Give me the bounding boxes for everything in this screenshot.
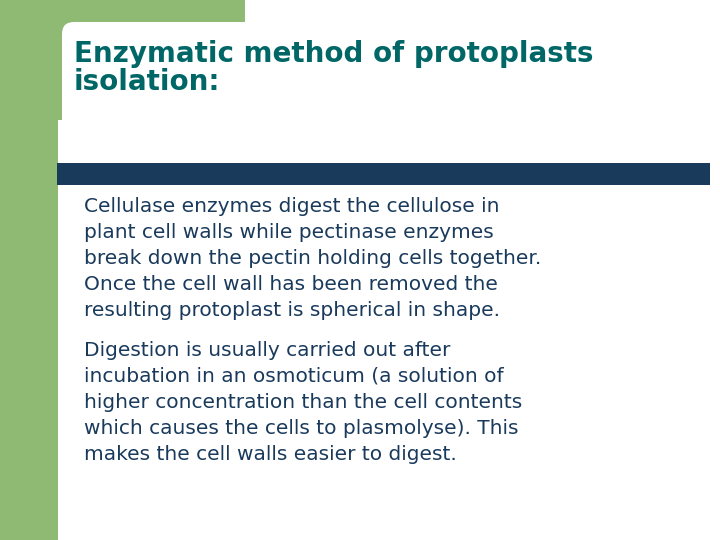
Text: makes the cell walls easier to digest.: makes the cell walls easier to digest. bbox=[84, 445, 456, 464]
FancyBboxPatch shape bbox=[62, 22, 710, 518]
Text: break down the pectin holding cells together.: break down the pectin holding cells toge… bbox=[84, 249, 541, 268]
Text: resulting protoplast is spherical in shape.: resulting protoplast is spherical in sha… bbox=[84, 301, 500, 320]
Text: Enzymatic method of protoplasts: Enzymatic method of protoplasts bbox=[74, 40, 593, 68]
Text: Digestion is usually carried out after: Digestion is usually carried out after bbox=[84, 341, 451, 360]
Bar bbox=[0, 0, 58, 540]
Text: isolation:: isolation: bbox=[74, 68, 220, 96]
Bar bbox=[58, 0, 245, 120]
Text: plant cell walls while pectinase enzymes: plant cell walls while pectinase enzymes bbox=[84, 223, 494, 242]
Text: Cellulase enzymes digest the cellulose in: Cellulase enzymes digest the cellulose i… bbox=[84, 197, 500, 216]
Bar bbox=[57, 163, 710, 185]
Text: incubation in an osmoticum (a solution of: incubation in an osmoticum (a solution o… bbox=[84, 367, 503, 386]
Text: which causes the cells to plasmolyse). This: which causes the cells to plasmolyse). T… bbox=[84, 419, 518, 438]
Text: higher concentration than the cell contents: higher concentration than the cell conte… bbox=[84, 393, 522, 412]
Text: Once the cell wall has been removed the: Once the cell wall has been removed the bbox=[84, 275, 498, 294]
